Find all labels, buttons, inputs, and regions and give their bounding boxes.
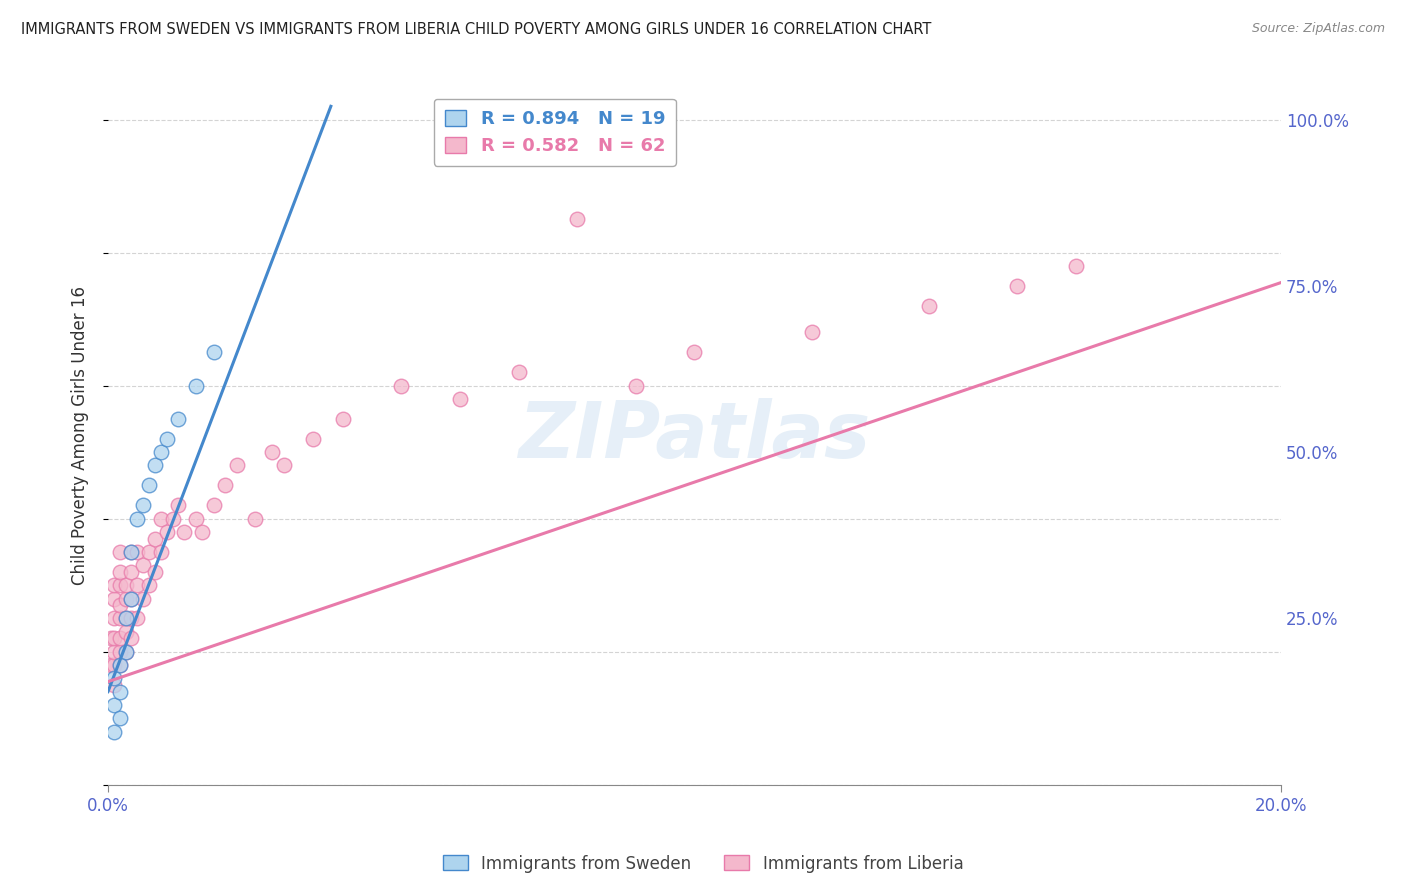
Point: [120, 545, 142, 559]
Point: [226, 458, 249, 473]
Point: [108, 598, 131, 612]
Point: [108, 658, 131, 673]
Point: [108, 684, 131, 698]
Point: [103, 724, 125, 739]
Point: [138, 578, 160, 592]
Point: [173, 524, 195, 539]
Point: [800, 326, 823, 340]
Point: [103, 578, 125, 592]
Point: [167, 412, 190, 426]
Point: [114, 624, 136, 639]
Point: [143, 565, 166, 579]
Legend: R = 0.894   N = 19, R = 0.582   N = 62: R = 0.894 N = 19, R = 0.582 N = 62: [433, 99, 676, 166]
Point: [143, 532, 166, 546]
Point: [138, 545, 160, 559]
Point: [243, 512, 266, 526]
Point: [149, 512, 172, 526]
Point: [120, 632, 142, 646]
Point: [108, 711, 131, 725]
Point: [567, 212, 589, 227]
Point: [156, 524, 179, 539]
Point: [120, 611, 142, 625]
Point: [167, 499, 190, 513]
Text: IMMIGRANTS FROM SWEDEN VS IMMIGRANTS FROM LIBERIA CHILD POVERTY AMONG GIRLS UNDE: IMMIGRANTS FROM SWEDEN VS IMMIGRANTS FRO…: [21, 22, 931, 37]
Point: [214, 478, 236, 492]
Point: [127, 545, 149, 559]
Point: [624, 378, 647, 392]
Point: [103, 658, 125, 673]
Point: [1005, 279, 1028, 293]
Point: [100, 658, 122, 673]
Point: [120, 591, 142, 606]
Point: [132, 499, 155, 513]
Point: [108, 632, 131, 646]
Point: [114, 591, 136, 606]
Point: [108, 578, 131, 592]
Point: [202, 345, 225, 359]
Point: [127, 578, 149, 592]
Point: [273, 458, 295, 473]
Point: [143, 458, 166, 473]
Point: [508, 365, 530, 379]
Point: [132, 558, 155, 573]
Point: [149, 545, 172, 559]
Point: [100, 632, 122, 646]
Point: [114, 645, 136, 659]
Point: [127, 611, 149, 625]
Point: [184, 378, 207, 392]
Y-axis label: Child Poverty Among Girls Under 16: Child Poverty Among Girls Under 16: [72, 286, 89, 585]
Point: [156, 432, 179, 446]
Point: [103, 698, 125, 712]
Point: [103, 671, 125, 685]
Point: [191, 524, 214, 539]
Point: [1064, 259, 1087, 273]
Point: [132, 591, 155, 606]
Point: [120, 591, 142, 606]
Point: [114, 645, 136, 659]
Text: ZIPatlas: ZIPatlas: [519, 398, 870, 474]
Point: [108, 645, 131, 659]
Point: [262, 445, 284, 459]
Point: [120, 545, 142, 559]
Point: [103, 645, 125, 659]
Point: [389, 378, 412, 392]
Point: [162, 512, 184, 526]
Point: [449, 392, 471, 406]
Legend: Immigrants from Sweden, Immigrants from Liberia: Immigrants from Sweden, Immigrants from …: [436, 848, 970, 880]
Point: [138, 478, 160, 492]
Point: [108, 658, 131, 673]
Point: [103, 632, 125, 646]
Point: [127, 512, 149, 526]
Point: [108, 611, 131, 625]
Text: Source: ZipAtlas.com: Source: ZipAtlas.com: [1251, 22, 1385, 36]
Point: [683, 345, 706, 359]
Point: [103, 611, 125, 625]
Point: [202, 499, 225, 513]
Point: [120, 565, 142, 579]
Point: [149, 445, 172, 459]
Point: [114, 611, 136, 625]
Point: [103, 591, 125, 606]
Point: [114, 578, 136, 592]
Point: [302, 432, 325, 446]
Point: [103, 678, 125, 692]
Point: [108, 565, 131, 579]
Point: [184, 512, 207, 526]
Point: [332, 412, 354, 426]
Point: [918, 299, 941, 313]
Point: [114, 611, 136, 625]
Point: [108, 545, 131, 559]
